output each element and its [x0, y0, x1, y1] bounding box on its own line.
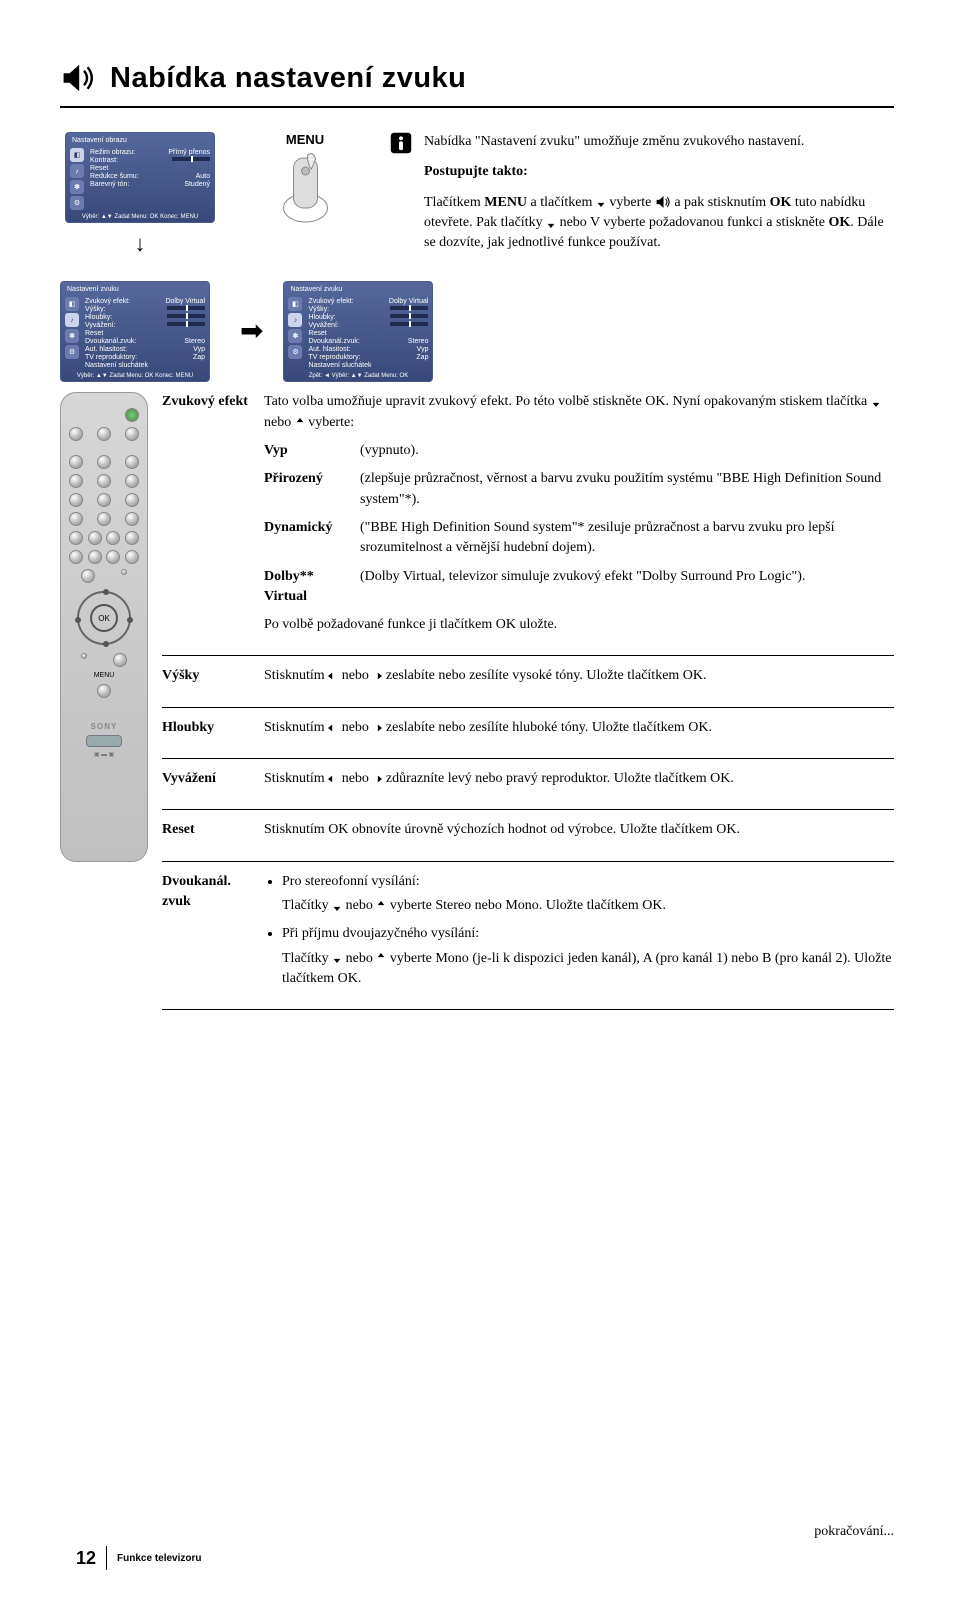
intro-text: Nabídka "Nastavení zvuku" umožňuje změnu…	[424, 132, 894, 263]
osd-tab-setup-icon: ⚙	[65, 345, 79, 359]
left-arrow-icon	[328, 774, 338, 784]
remote-footer-icon: ▣ ▬ ▣	[69, 751, 139, 758]
def-zvukovy-efekt: Zvukový efekt Tato volba umožňuje upravi…	[162, 392, 894, 656]
info-icon	[390, 132, 412, 154]
remote-brand: SONY	[69, 722, 139, 731]
osd-tab-setup-icon: ⚙	[288, 345, 302, 359]
title-rule	[60, 106, 894, 108]
def-vyvazeni: Vyvážení Stisknutím nebo zdůrazníte levý…	[162, 759, 894, 810]
continuation-text: pokračování...	[814, 1524, 894, 1540]
down-arrow-icon	[332, 901, 342, 911]
footer-section: Funkce televizoru	[117, 1553, 201, 1564]
down-arrow-icon: ↓	[135, 233, 146, 255]
footer-divider	[106, 1546, 107, 1570]
up-arrow-icon	[376, 953, 386, 963]
list-item: Pro stereofonní vysílání:	[282, 872, 894, 892]
osd-tab-picture-icon: ◧	[288, 297, 302, 311]
left-arrow-icon	[328, 671, 338, 681]
osd-menu-image-settings: Nastavení obrazu ◧ ♪ ✽ ⚙ Režim obrazu:Př…	[65, 132, 215, 223]
remote-ok-button: OK	[90, 604, 118, 632]
up-arrow-icon	[295, 418, 305, 428]
def-vysky: Výšky Stisknutím nebo zeslabíte nebo zes…	[162, 656, 894, 707]
down-arrow-icon	[871, 397, 881, 407]
page-number: 12	[76, 1548, 96, 1569]
remote-menu-label: MENU	[69, 672, 139, 679]
right-arrow-icon	[372, 723, 382, 733]
left-arrow-icon	[328, 723, 338, 733]
remote-up-icon	[103, 589, 109, 595]
osd-menu-sound-settings: Nastavení zvuku ◧ ♪ ✽ ⚙ Zvukový efekt:Do…	[60, 281, 210, 382]
def-dvoukanal: Dvoukanál. zvuk Pro stereofonní vysílání…	[162, 862, 894, 1010]
sound-icon	[655, 194, 671, 210]
page-footer: 12 Funkce televizoru	[76, 1546, 202, 1570]
right-arrow-icon: ➡	[240, 318, 263, 346]
remote-illustration: OK MENU SONY ▣ ▬ ▣	[60, 392, 148, 862]
remote-right-icon	[127, 617, 133, 623]
sound-icon	[60, 60, 96, 96]
osd-tab-features-icon: ✽	[65, 329, 79, 343]
remote-ok-ring: OK	[77, 591, 131, 645]
list-item: Při příjmu dvoujazyčného vysílání:	[282, 924, 894, 944]
def-hloubky: Hloubky Stisknutím nebo zeslabíte nebo z…	[162, 708, 894, 759]
page-title: Nabídka nastavení zvuku	[110, 62, 466, 95]
osd-tab-features-icon: ✽	[288, 329, 302, 343]
right-arrow-icon	[372, 774, 382, 784]
remote-tv-button	[86, 735, 122, 747]
osd-tab-sound-icon: ♪	[65, 313, 79, 327]
osd-tab-setup-icon: ⚙	[70, 196, 84, 210]
osd-tab-picture-icon: ◧	[65, 297, 79, 311]
remote-down-icon	[103, 641, 109, 647]
down-arrow-icon	[332, 953, 342, 963]
osd-tab-features-icon: ✽	[70, 180, 84, 194]
remote-left-icon	[75, 617, 81, 623]
right-arrow-icon	[372, 671, 382, 681]
def-reset: Reset Stisknutím OK obnovíte úrovně vých…	[162, 810, 894, 861]
osd-tab-sound-icon: ♪	[288, 313, 302, 327]
remote-press-illustration	[273, 153, 338, 223]
down-arrow-icon	[596, 197, 606, 207]
down-arrow-icon	[546, 218, 556, 228]
up-arrow-icon	[376, 901, 386, 911]
menu-label: MENU	[286, 132, 324, 147]
osd-menu-sound-settings-opened: Nastavení zvuku ◧ ♪ ✽ ⚙ Zvukový efekt:Do…	[283, 281, 433, 382]
osd-tab-sound-icon: ♪	[70, 164, 84, 178]
osd-tab-picture-icon: ◧	[70, 148, 84, 162]
